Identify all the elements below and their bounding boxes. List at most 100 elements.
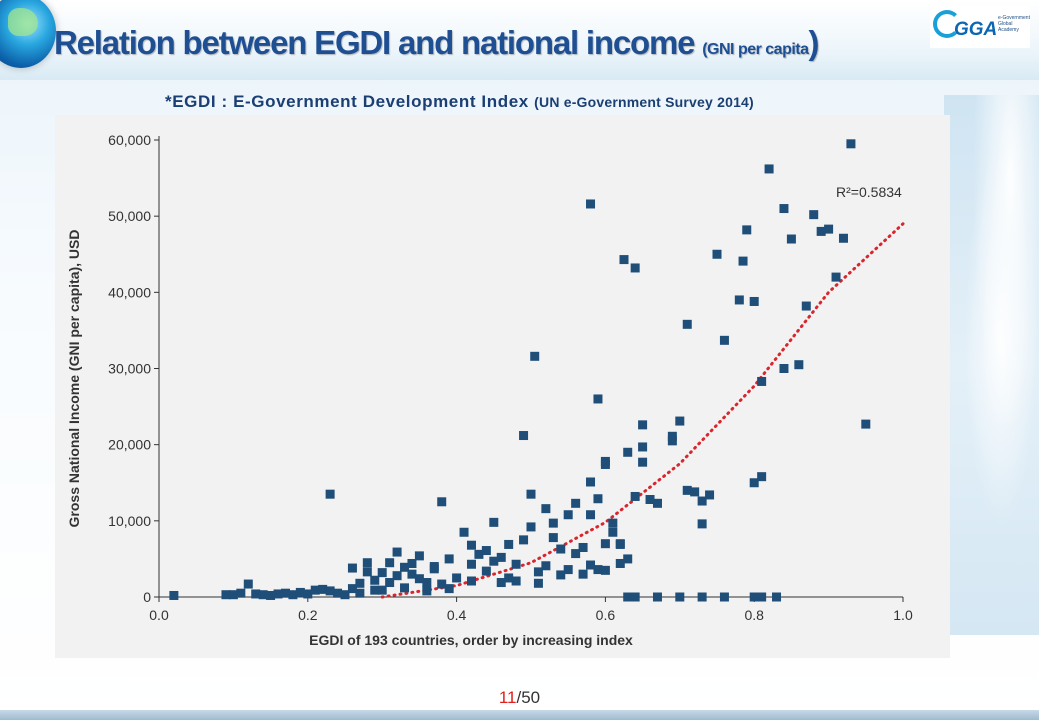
data-point <box>571 549 581 559</box>
data-point <box>519 431 529 441</box>
data-point <box>801 301 811 311</box>
data-point <box>697 496 707 506</box>
gga-logo-text: GGA <box>954 19 998 40</box>
footer-bar <box>0 710 1039 720</box>
data-point <box>481 566 491 576</box>
chart-svg: 0 10,000 20,000 30,000 40,000 50,000 60,000 0.0… <box>66 132 913 648</box>
data-point <box>586 477 596 487</box>
data-point <box>437 579 447 589</box>
data-point <box>392 571 402 581</box>
data-point <box>444 584 454 594</box>
data-point <box>511 576 521 586</box>
data-point <box>645 495 655 505</box>
data-point <box>719 335 729 345</box>
y-tick-label: 20,000 <box>108 437 151 453</box>
x-tick-label: 0.6 <box>596 607 616 623</box>
data-point <box>400 583 410 593</box>
data-point <box>772 592 782 602</box>
data-point <box>236 588 246 598</box>
data-point <box>794 360 804 370</box>
data-point <box>757 592 767 602</box>
trendline <box>380 222 905 599</box>
title-paren-close: ) <box>808 24 820 61</box>
data-point <box>169 590 179 600</box>
cloud-decoration <box>944 95 1039 635</box>
page-title: Relation between EGDI and national incom… <box>54 24 820 62</box>
data-point <box>638 442 648 452</box>
y-axis-label: Gross National Income (GNI per capita), … <box>66 230 82 528</box>
data-point <box>466 540 476 550</box>
data-point <box>600 565 610 575</box>
data-point <box>318 584 328 594</box>
data-point <box>496 578 506 588</box>
data-point <box>593 394 603 404</box>
data-point <box>295 587 305 597</box>
data-point <box>608 527 618 537</box>
data-point <box>530 351 540 361</box>
data-point <box>422 586 432 596</box>
data-point <box>407 569 417 579</box>
data-point <box>697 519 707 529</box>
data-point <box>303 589 313 599</box>
gga-swoosh-icon <box>933 10 961 38</box>
title-main: Relation between EGDI and national incom… <box>54 24 703 61</box>
data-point <box>563 510 573 520</box>
data-point <box>385 578 395 588</box>
data-point <box>519 535 529 545</box>
data-point <box>325 586 335 596</box>
data-point <box>738 256 748 266</box>
data-point <box>452 573 462 583</box>
data-point <box>638 420 648 430</box>
y-tick-label: 30,000 <box>108 361 151 377</box>
data-point <box>615 558 625 568</box>
x-tick-label: 1.0 <box>893 607 913 623</box>
data-point <box>385 558 395 568</box>
data-point <box>846 139 856 149</box>
scatter-chart: 0 10,000 20,000 30,000 40,000 50,000 60,000 0.0… <box>55 115 950 658</box>
data-point <box>511 559 521 569</box>
data-point <box>586 199 596 209</box>
data-point <box>749 296 759 306</box>
data-point <box>251 589 261 599</box>
y-tick-label: 0 <box>143 589 151 605</box>
x-axis-label: EGDI of 193 countries, order by increasi… <box>309 632 633 648</box>
data-point <box>682 485 692 495</box>
data-point <box>400 562 410 572</box>
data-point <box>429 562 439 572</box>
data-point <box>347 584 357 594</box>
data-point <box>362 567 372 577</box>
data-point <box>548 518 558 528</box>
data-point <box>496 552 506 562</box>
x-tick-label: 0.0 <box>149 607 169 623</box>
data-point <box>712 249 722 259</box>
data-point <box>615 539 625 549</box>
data-point <box>630 592 640 602</box>
data-point <box>556 544 566 554</box>
x-tick-label: 0.4 <box>447 607 467 623</box>
subtitle-main: *EGDI : E-Government Development Index <box>165 92 535 111</box>
gga-logo: GGA e-Government Global Academy <box>930 6 1030 48</box>
data-point <box>280 588 290 598</box>
header-bar: Relation between EGDI and national incom… <box>0 0 1039 80</box>
data-point <box>571 498 581 508</box>
data-point <box>667 431 677 441</box>
subtitle: *EGDI : E-Government Development Index (… <box>165 92 754 112</box>
data-point <box>325 489 335 499</box>
data-point <box>816 226 826 236</box>
data-point <box>779 364 789 373</box>
page-total: /50 <box>516 688 541 707</box>
data-point <box>719 592 729 602</box>
data-point <box>533 578 543 588</box>
data-point <box>541 504 551 514</box>
data-point <box>586 560 596 570</box>
data-point <box>675 416 685 426</box>
data-point <box>362 558 372 568</box>
y-tick-label: 50,000 <box>108 208 151 224</box>
data-point <box>489 556 499 566</box>
data-point <box>619 255 629 265</box>
data-point <box>623 447 633 457</box>
data-point <box>243 579 253 589</box>
data-point <box>444 554 454 564</box>
x-tick-label: 0.8 <box>744 607 764 623</box>
data-point <box>586 510 596 520</box>
